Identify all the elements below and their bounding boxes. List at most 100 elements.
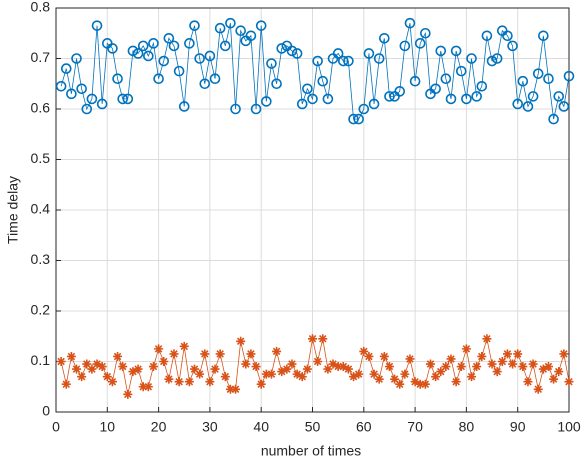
point xyxy=(61,379,71,389)
point xyxy=(168,40,180,52)
x-tick-label: 80 xyxy=(459,419,475,435)
point xyxy=(291,48,303,59)
point xyxy=(549,374,559,384)
series-line xyxy=(60,23,570,120)
point xyxy=(410,377,420,387)
point xyxy=(313,357,323,366)
point xyxy=(292,369,302,379)
point xyxy=(200,349,210,359)
point xyxy=(296,98,308,110)
point xyxy=(81,103,93,115)
point xyxy=(445,93,457,105)
point xyxy=(148,38,159,49)
point xyxy=(271,78,282,90)
point xyxy=(482,334,492,344)
point xyxy=(76,83,87,95)
point xyxy=(435,45,447,57)
y-tick-label: 0.7 xyxy=(31,49,51,65)
point xyxy=(159,357,169,366)
point xyxy=(502,349,512,359)
point xyxy=(204,50,216,62)
point xyxy=(333,362,343,372)
point xyxy=(338,362,348,372)
point xyxy=(395,379,405,389)
point xyxy=(455,65,467,77)
point xyxy=(86,93,98,105)
point xyxy=(374,374,384,384)
point xyxy=(332,48,344,59)
point xyxy=(518,362,528,372)
x-axis-label: number of times xyxy=(261,443,361,459)
point xyxy=(420,379,430,389)
point xyxy=(92,359,102,369)
point xyxy=(400,369,410,379)
point xyxy=(548,113,559,125)
point xyxy=(261,369,271,379)
point xyxy=(87,364,97,374)
point xyxy=(132,48,144,59)
point xyxy=(308,334,317,344)
point xyxy=(169,349,179,359)
point xyxy=(466,53,477,64)
point xyxy=(384,362,394,372)
point xyxy=(148,362,158,372)
point xyxy=(302,364,312,374)
point xyxy=(538,364,548,374)
point xyxy=(256,379,266,389)
point xyxy=(451,377,461,387)
point xyxy=(82,359,92,369)
point xyxy=(491,53,503,64)
point xyxy=(409,75,421,87)
point xyxy=(123,389,133,399)
point xyxy=(72,364,82,374)
point xyxy=(143,50,154,62)
point xyxy=(564,377,574,387)
point xyxy=(235,25,246,37)
point xyxy=(502,30,513,42)
point xyxy=(302,83,313,95)
y-tick-label: 0.8 xyxy=(31,0,51,15)
point xyxy=(440,73,452,84)
point xyxy=(297,372,307,382)
point xyxy=(486,55,498,67)
point xyxy=(363,48,375,59)
axes-box xyxy=(55,7,570,413)
point xyxy=(512,98,524,110)
point xyxy=(143,382,153,392)
point xyxy=(220,372,230,382)
point xyxy=(277,367,287,377)
point xyxy=(77,372,87,382)
series xyxy=(56,334,574,399)
point xyxy=(328,359,338,369)
point xyxy=(481,30,493,42)
point xyxy=(245,30,257,42)
point xyxy=(472,362,482,372)
point xyxy=(563,70,575,82)
point xyxy=(113,351,123,361)
point xyxy=(527,91,539,102)
point xyxy=(543,73,554,84)
x-tick-label: 100 xyxy=(557,419,581,435)
point xyxy=(415,379,425,389)
point xyxy=(364,351,374,361)
point xyxy=(492,367,502,377)
point xyxy=(312,55,323,67)
point xyxy=(163,32,175,44)
point xyxy=(276,43,288,54)
x-tick-label: 20 xyxy=(151,419,167,435)
point xyxy=(507,40,518,52)
point xyxy=(337,55,349,67)
point xyxy=(420,27,431,39)
point xyxy=(425,359,435,369)
point xyxy=(322,93,334,105)
point xyxy=(369,369,379,379)
point xyxy=(117,93,128,105)
x-tick-label: 40 xyxy=(253,419,269,435)
series xyxy=(55,17,575,125)
point xyxy=(456,362,466,372)
point xyxy=(96,98,108,110)
x-tick-label: 70 xyxy=(407,419,423,435)
point xyxy=(287,359,297,369)
point xyxy=(128,367,138,377)
